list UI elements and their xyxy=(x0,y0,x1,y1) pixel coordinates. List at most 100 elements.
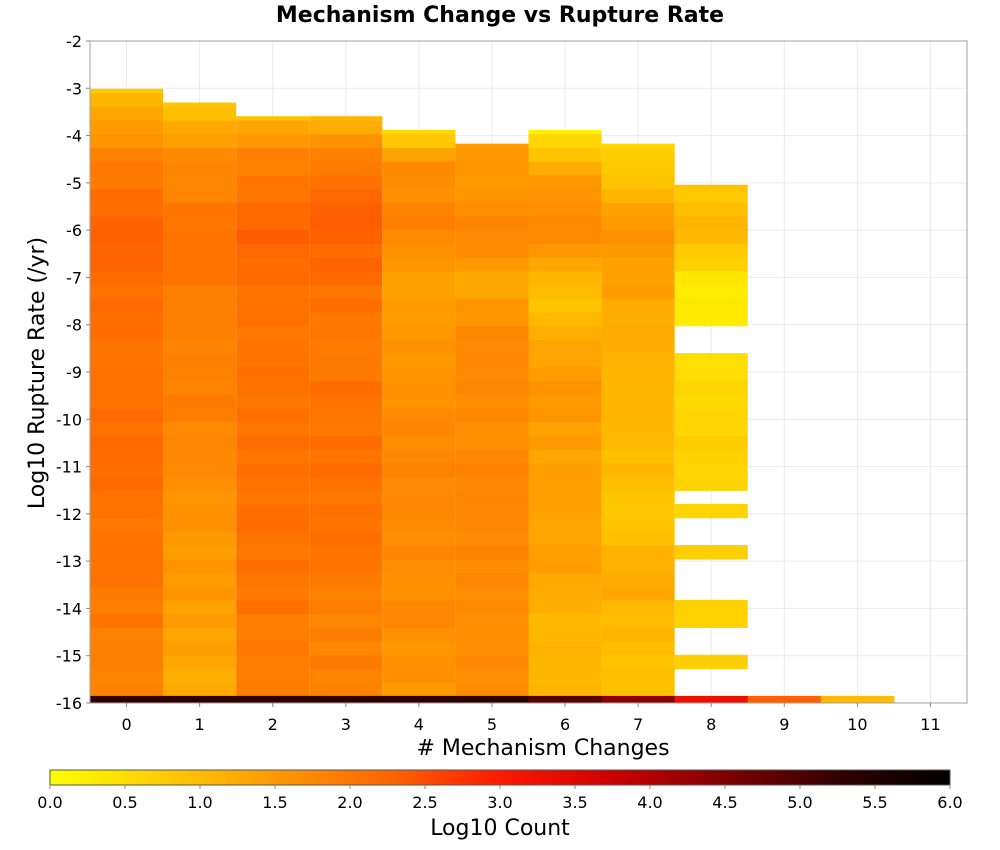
heatmap-cell xyxy=(236,558,310,574)
heatmap-cell xyxy=(601,503,675,519)
heatmap-cell xyxy=(236,325,310,340)
heatmap-cell xyxy=(309,476,383,491)
heatmap-cell xyxy=(455,641,529,656)
heatmap-cell xyxy=(236,215,310,231)
heatmap-cell xyxy=(309,586,383,601)
heatmap-cell xyxy=(163,654,237,670)
heatmap-cell xyxy=(309,174,383,190)
heatmap-cell xyxy=(309,116,383,121)
colorbar-ticks: 0.0 0.5 1.0 1.5 2.0 2.5 3.0 3.5 4.0 4.5 5.0 5.5 6.0 xyxy=(37,785,963,812)
heatmap-cell xyxy=(382,215,456,231)
heatmap-cell xyxy=(163,490,237,505)
x-tick-label: 0 xyxy=(121,715,131,734)
heatmap-cell xyxy=(455,311,529,327)
heatmap-cell xyxy=(528,545,602,560)
heatmap-cell xyxy=(163,503,237,519)
heatmap-cell xyxy=(309,462,383,478)
heatmap-cell xyxy=(382,627,456,642)
heatmap-cell xyxy=(309,654,383,670)
heatmap-cell xyxy=(601,531,675,546)
heatmap-cell xyxy=(455,147,529,162)
heatmap-cell xyxy=(382,517,456,532)
heatmap-cell xyxy=(90,106,164,121)
heatmap-cell xyxy=(90,202,164,217)
heatmap-cell xyxy=(455,476,529,491)
y-tick-label: -11 xyxy=(56,458,82,477)
x-tick-label: 8 xyxy=(706,715,716,734)
x-tick-label: 10 xyxy=(847,715,867,734)
heatmap-cell xyxy=(601,353,675,368)
heatmap-cell xyxy=(90,133,164,148)
heatmap-cell xyxy=(455,243,529,258)
heatmap-cell xyxy=(163,421,237,436)
heatmap-cell xyxy=(236,476,310,491)
heatmap-cell xyxy=(674,462,748,478)
colorbar-tick-label: 5.5 xyxy=(862,793,887,812)
heatmap-cell xyxy=(455,517,529,532)
heatmap-cell xyxy=(90,682,164,697)
heatmap-cell xyxy=(90,641,164,656)
heatmap-cell xyxy=(455,394,529,409)
heatmap-cell xyxy=(382,531,456,546)
heatmap-cell xyxy=(90,462,164,478)
heatmap-cell xyxy=(382,161,456,176)
y-tick-label: -4 xyxy=(66,127,82,146)
heatmap-cell xyxy=(309,545,383,560)
heatmap-cell xyxy=(601,545,675,560)
heatmap-cell xyxy=(601,325,675,340)
colorbar-tick-label: 5.0 xyxy=(787,793,812,812)
heatmap-cell xyxy=(236,394,310,409)
heatmap-cell xyxy=(601,380,675,395)
heatmap-cell xyxy=(674,366,748,382)
heatmap-bottom-cell xyxy=(455,695,529,703)
heatmap-cell xyxy=(382,668,456,683)
colorbar-tick-label: 3.0 xyxy=(487,793,512,812)
heatmap-cell xyxy=(90,586,164,601)
x-tick-label: 6 xyxy=(560,715,570,734)
heatmap-cells xyxy=(90,88,895,703)
heatmap-cell xyxy=(674,184,748,190)
heatmap-cell xyxy=(90,558,164,574)
heatmap-cell xyxy=(455,682,529,697)
heatmap-cell xyxy=(90,119,164,135)
heatmap-cell xyxy=(601,435,675,450)
heatmap-cell xyxy=(528,531,602,546)
heatmap-cell xyxy=(90,449,164,464)
heatmap-cell xyxy=(163,119,237,135)
heatmap-cell xyxy=(236,668,310,683)
heatmap-cell xyxy=(236,161,310,176)
x-tick-label: 2 xyxy=(268,715,278,734)
chart-title: Mechanism Change vs Rupture Rate xyxy=(276,3,724,28)
heatmap-cell xyxy=(601,654,675,670)
heatmap-cell xyxy=(236,284,310,299)
heatmap-cell xyxy=(528,215,602,231)
heatmap-cell xyxy=(382,270,456,286)
heatmap-cell xyxy=(528,668,602,683)
heatmap-cell xyxy=(163,558,237,574)
heatmap-cell xyxy=(309,627,383,642)
heatmap-cell xyxy=(236,407,310,423)
y-tick-label: -9 xyxy=(66,363,82,382)
heatmap-cell xyxy=(163,284,237,299)
heatmap-cell xyxy=(674,503,748,519)
heatmap-bottom-cell xyxy=(382,695,456,703)
heatmap-cell xyxy=(90,88,164,94)
heatmap-cell xyxy=(236,435,310,450)
heatmap-cell xyxy=(163,102,237,107)
heatmap-cell xyxy=(236,586,310,601)
heatmap-cell xyxy=(163,449,237,464)
heatmap-cell xyxy=(455,490,529,505)
heatmap-cell xyxy=(455,366,529,382)
heatmap-cell xyxy=(382,129,456,135)
heatmap-cell xyxy=(601,476,675,491)
heatmap-cell xyxy=(309,311,383,327)
heatmap-cell xyxy=(455,462,529,478)
heatmap-cell xyxy=(163,325,237,340)
heatmap-bottom-cell xyxy=(674,695,749,703)
heatmap-cell xyxy=(309,270,383,286)
heatmap-cell xyxy=(674,380,748,395)
heatmap-cell xyxy=(455,613,529,628)
heatmap-cell xyxy=(528,449,602,464)
colorbar-tick-label: 6.0 xyxy=(937,793,962,812)
heatmap-cell xyxy=(90,654,164,670)
